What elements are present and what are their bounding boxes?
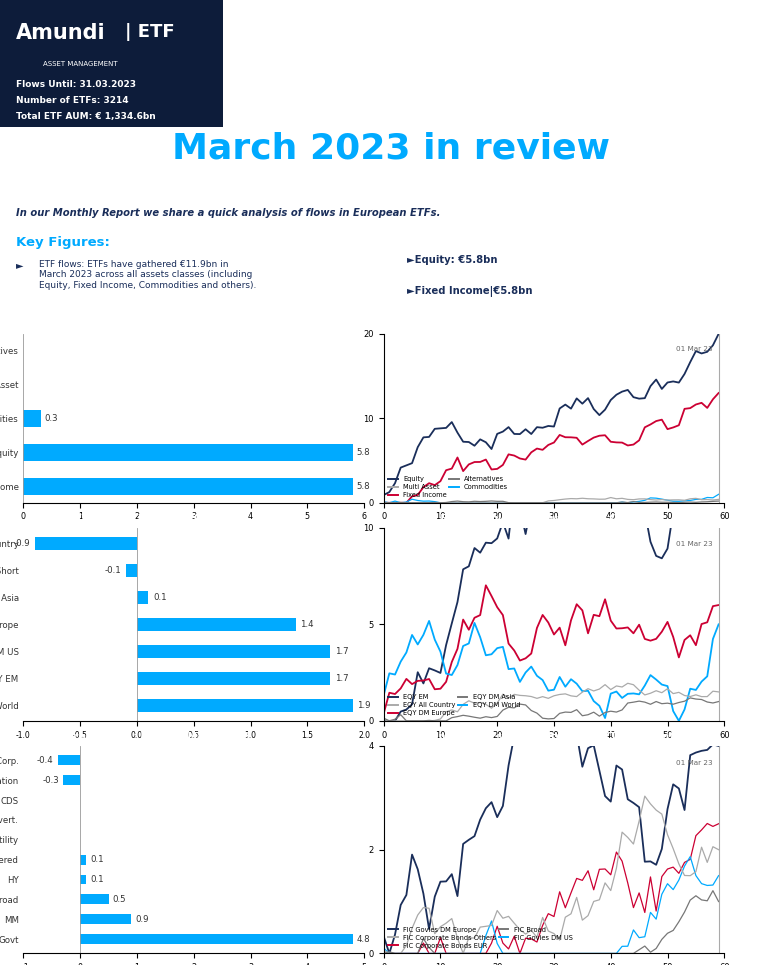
- Text: 0.3: 0.3: [44, 414, 58, 423]
- Text: Fixed Income ETFs : cumulated flows YTD (in € bn): Fixed Income ETFs : cumulated flows YTD …: [402, 732, 673, 741]
- Bar: [137, 645, 330, 658]
- Text: 0.5: 0.5: [113, 895, 126, 904]
- Bar: [137, 672, 330, 685]
- Bar: [137, 699, 352, 712]
- Bar: [80, 874, 86, 885]
- Text: ASSET MANAGEMENT: ASSET MANAGEMENT: [43, 61, 117, 68]
- Legend: EQY EM, EQY All Country, EQY DM Europe, EQY DM Asia, EQY DM World: EQY EM, EQY All Country, EQY DM Europe, …: [387, 693, 521, 718]
- Text: 0.1: 0.1: [90, 855, 103, 864]
- Text: Number of ETFs: 3214: Number of ETFs: 3214: [16, 96, 128, 105]
- Text: 5.8: 5.8: [356, 448, 370, 457]
- Text: -0.4: -0.4: [37, 756, 53, 765]
- Text: -0.3: -0.3: [42, 776, 60, 785]
- Legend: FIC Govies DM Europe, FIC Corporate Bonds Others, FIC Corporate Bonds EUR, FIC B: FIC Govies DM Europe, FIC Corporate Bond…: [387, 925, 574, 951]
- Text: 1.7: 1.7: [334, 647, 348, 656]
- Text: Equity ETFs : cumulated flows YTD (in € bn): Equity ETFs : cumulated flows YTD (in € …: [402, 514, 637, 523]
- Bar: [23, 410, 41, 427]
- Text: Key Figures:: Key Figures:: [16, 235, 110, 249]
- Bar: [80, 895, 109, 904]
- Text: European ETF Market : Flows in March 2023: European ETF Market : Flows in March 202…: [31, 320, 265, 329]
- Text: Fixed Income ETFs : Flows in March 2023: Fixed Income ETFs : Flows in March 2023: [31, 732, 250, 741]
- Bar: [23, 444, 352, 461]
- Text: 0.1: 0.1: [90, 875, 103, 884]
- Text: Equity ETFs : Flows in March 2023: Equity ETFs : Flows in March 2023: [31, 514, 213, 523]
- Bar: [137, 591, 148, 604]
- Bar: [34, 537, 137, 550]
- Bar: [80, 855, 86, 865]
- Bar: [80, 914, 132, 924]
- Bar: [137, 618, 296, 631]
- Text: 0.9: 0.9: [135, 915, 149, 924]
- Text: 1.7: 1.7: [334, 674, 348, 683]
- Text: ►Fixed Income|€5.8bn: ►Fixed Income|€5.8bn: [407, 286, 532, 296]
- Text: -0.1: -0.1: [104, 565, 121, 575]
- Text: Money Monitor: Money Monitor: [354, 37, 648, 70]
- Bar: [23, 478, 352, 495]
- Text: Amundi: Amundi: [16, 23, 105, 42]
- Bar: [125, 564, 137, 577]
- Text: Total ETF AUM: € 1,334.6bn: Total ETF AUM: € 1,334.6bn: [16, 112, 155, 121]
- Text: 4.8: 4.8: [357, 934, 370, 944]
- Text: ►Equity: €5.8bn: ►Equity: €5.8bn: [407, 255, 498, 264]
- FancyBboxPatch shape: [0, 0, 223, 127]
- Text: 01 Mar 23: 01 Mar 23: [677, 345, 713, 351]
- Text: 0.1: 0.1: [153, 593, 167, 602]
- Text: | ETF: | ETF: [125, 23, 175, 41]
- Text: 01 Mar 23: 01 Mar 23: [677, 760, 713, 766]
- Bar: [63, 775, 80, 786]
- Text: ►: ►: [16, 260, 23, 270]
- Text: 1.4: 1.4: [301, 620, 314, 629]
- Text: Flows Until: 31.03.2023: Flows Until: 31.03.2023: [16, 80, 135, 89]
- Bar: [80, 934, 352, 944]
- Text: March 2023 in review: March 2023 in review: [172, 131, 611, 165]
- Text: ETF flows: ETFs have gathered €11.9bn in
March 2023 across all assets classes (i: ETF flows: ETFs have gathered €11.9bn in…: [39, 260, 257, 290]
- Text: In our Monthly Report we share a quick analysis of flows in European ETFs.: In our Monthly Report we share a quick a…: [16, 207, 440, 218]
- Text: 01 Mar 23: 01 Mar 23: [677, 541, 713, 547]
- Text: European ETF Market : cumulated flows  YTD (in € bn): European ETF Market : cumulated flows YT…: [402, 320, 692, 329]
- Text: 5.8: 5.8: [356, 482, 370, 491]
- Text: -0.9: -0.9: [13, 538, 31, 548]
- Text: 1.9: 1.9: [357, 701, 371, 710]
- Legend: Equity, Multi Asset, Fixed Income, Alternatives, Commodities: Equity, Multi Asset, Fixed Income, Alter…: [387, 475, 510, 500]
- Bar: [58, 756, 80, 765]
